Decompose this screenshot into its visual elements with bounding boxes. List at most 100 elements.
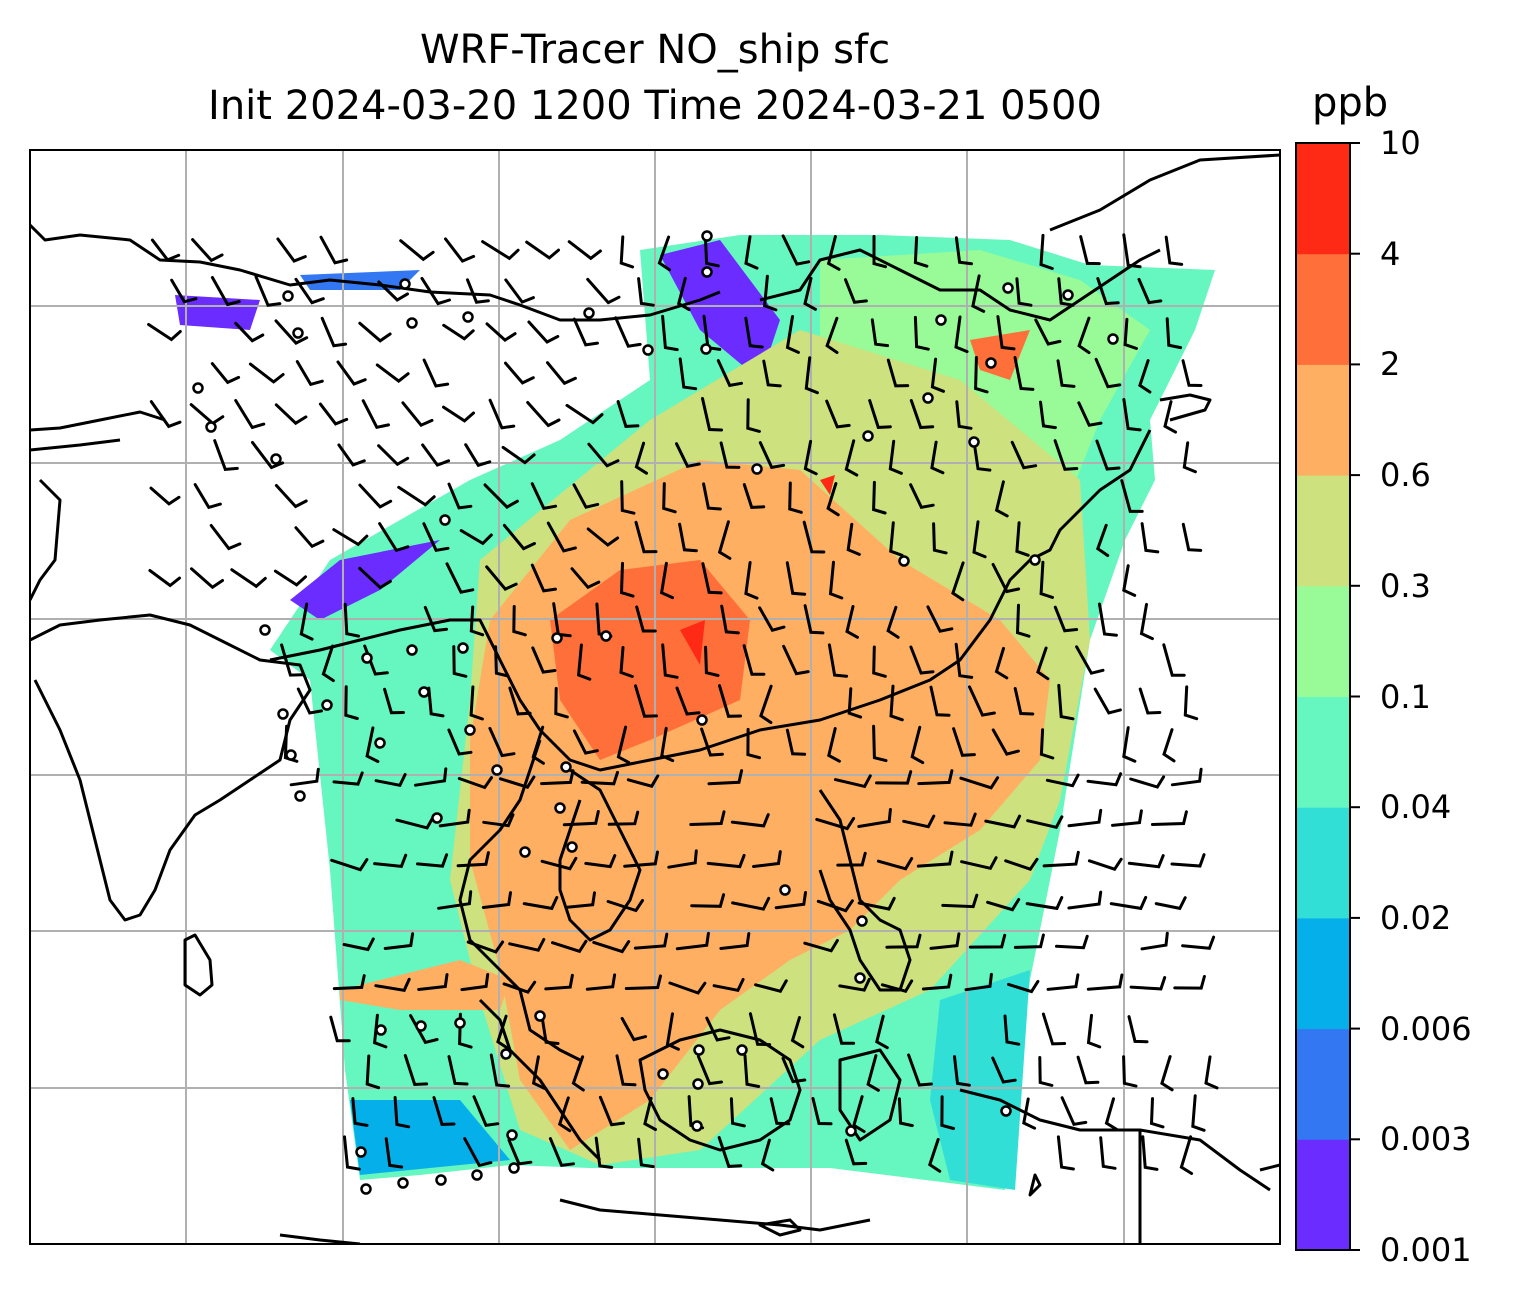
- wind-barb: [838, 977, 871, 992]
- wind-barb: [868, 399, 892, 429]
- wind-barb: [678, 522, 698, 553]
- wind-barb: [375, 363, 410, 383]
- wind-barb: [953, 1055, 971, 1087]
- station-marker: [464, 724, 476, 736]
- wind-barb: [762, 274, 778, 312]
- station-marker: [935, 314, 947, 326]
- wind-barb: [634, 684, 658, 718]
- wind-barb: [248, 362, 285, 384]
- station-marker: [439, 514, 451, 526]
- wind-barb: [832, 1013, 856, 1045]
- station-marker: [1000, 1105, 1012, 1117]
- wind-barb: [717, 1136, 743, 1168]
- wind-barb: [972, 520, 987, 559]
- wind-barb: [530, 482, 558, 510]
- station-marker: [360, 1183, 372, 1195]
- wind-barb: [1007, 979, 1040, 994]
- station-marker: [701, 266, 713, 278]
- wind-barb: [421, 443, 451, 467]
- wind-barb: [815, 816, 856, 831]
- map-frame: [29, 149, 1281, 1245]
- wind-barb: [657, 235, 671, 272]
- wind-barb: [1170, 767, 1203, 787]
- wind-barb: [1039, 233, 1054, 270]
- wind-barb: [816, 899, 854, 913]
- wind-barb: [1053, 439, 1079, 471]
- wind-barb: [150, 238, 181, 262]
- wind-barb: [351, 1097, 369, 1127]
- wind-barb: [826, 482, 840, 517]
- wind-barb: [943, 812, 977, 827]
- station-marker: [856, 915, 868, 927]
- wind-barb: [294, 277, 325, 305]
- colorbar-tick-label: 0.02: [1380, 898, 1452, 937]
- wind-barb: [499, 775, 536, 789]
- wind-barb: [913, 236, 929, 268]
- wind-barb: [540, 856, 578, 871]
- wind-barb: [442, 323, 475, 341]
- wind-barb: [626, 774, 660, 788]
- station-marker: [600, 630, 612, 642]
- wind-barb: [1060, 1096, 1088, 1126]
- wind-barb: [744, 316, 764, 349]
- wind-barb: [615, 1054, 637, 1087]
- tracer-field: [175, 235, 1215, 1190]
- wind-barb: [530, 563, 557, 593]
- wind-barb: [273, 569, 307, 587]
- wind-barb: [729, 1097, 746, 1128]
- wind-barb: [731, 896, 771, 911]
- wind-barb: [320, 316, 348, 348]
- wind-barb: [1067, 808, 1103, 828]
- station-marker: [985, 357, 997, 369]
- colorbar-tick-label: 10: [1380, 124, 1421, 162]
- field-red-orange-ne: [970, 330, 1030, 380]
- wind-barb: [802, 520, 826, 554]
- wind-barb: [522, 896, 559, 911]
- wind-barb: [690, 893, 726, 908]
- station-marker: [282, 290, 294, 302]
- wind-barb: [1096, 277, 1120, 306]
- wind-barb: [700, 727, 724, 757]
- wind-barb: [1139, 602, 1154, 641]
- colorbar-segment: [1296, 253, 1350, 365]
- wind-barb: [743, 1054, 761, 1088]
- wind-barb: [932, 522, 948, 555]
- wind-barb: [606, 899, 644, 913]
- wind-barb: [1013, 687, 1035, 716]
- station-marker: [491, 764, 503, 776]
- wind-barb: [667, 849, 698, 869]
- wind-barb: [886, 358, 910, 388]
- wind-barb: [546, 521, 577, 553]
- wind-barb: [844, 1138, 868, 1166]
- wind-barb: [1039, 728, 1055, 760]
- wind-barb: [744, 561, 759, 600]
- station-marker: [355, 1146, 367, 1158]
- wind-barb: [742, 483, 766, 509]
- wind-barb: [365, 726, 380, 763]
- wind-barb: [437, 890, 473, 910]
- field-red-orange: [550, 560, 750, 760]
- wind-barb: [276, 237, 307, 263]
- wind-barb: [872, 480, 887, 515]
- wind-barb: [489, 1053, 511, 1088]
- wind-barb: [525, 240, 560, 260]
- wind-barb: [1181, 935, 1216, 950]
- station-marker: [968, 436, 980, 448]
- wind-barb: [876, 857, 914, 871]
- wind-barb: [190, 567, 224, 590]
- wind-barb: [616, 400, 640, 428]
- wind-barb: [319, 235, 349, 265]
- wind-barb: [472, 1095, 500, 1127]
- wind-barb: [678, 357, 698, 391]
- wind-barb: [452, 645, 468, 678]
- wind-barb: [702, 482, 722, 511]
- wind-barb: [1057, 277, 1075, 307]
- wind-barb: [826, 235, 841, 271]
- wind-barb: [1086, 772, 1123, 787]
- wind-barb: [457, 776, 493, 790]
- wind-barb: [634, 441, 648, 475]
- wind-barb: [330, 858, 369, 872]
- wind-barb: [251, 441, 285, 470]
- wind-barb: [481, 891, 512, 909]
- station-marker: [431, 812, 443, 824]
